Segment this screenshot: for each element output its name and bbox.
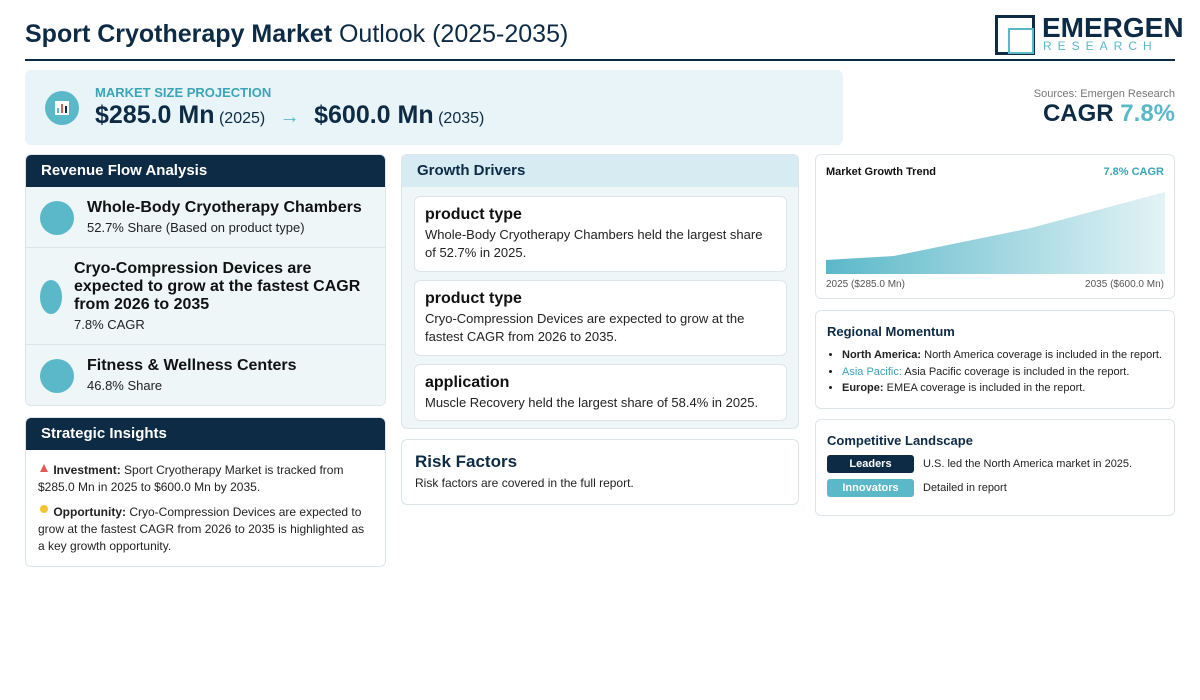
region-name: Asia Pacific: — [842, 365, 902, 378]
regional-title: Regional Momentum — [827, 324, 955, 339]
insights-card: Strategic Insights Investment: Sport Cry… — [25, 417, 386, 567]
item-title: Whole-Body Cryotherapy Chambers — [87, 199, 362, 216]
driver-heading: application — [425, 374, 510, 391]
logo-main: EMERGEN — [1042, 12, 1184, 43]
item-detail: 7.8% CAGR — [74, 317, 145, 332]
badge: Leaders — [827, 455, 914, 473]
risk-title: Risk Factors — [415, 452, 518, 471]
driver: product type Cryo-Compression Devices are… — [414, 280, 787, 356]
header-rule — [25, 59, 1175, 61]
insight: Investment: Sport Cryotherapy Market is … — [38, 462, 373, 496]
region: Europe: EMEA coverage is included in the… — [842, 380, 1162, 397]
title-bold: Sport Cryotherapy Market — [25, 20, 333, 48]
badge-text: U.S. led the North America market in 202… — [923, 458, 1133, 470]
driver-heading: product type — [425, 290, 522, 307]
item-title: Fitness & Wellness Centers — [87, 357, 297, 374]
flow-item: Fitness & Wellness Centers 46.8% Share — [26, 345, 385, 405]
driver-heading: product type — [425, 206, 522, 223]
projection-values: $285.0 Mn (2025) → $600.0 Mn (2035) — [95, 101, 484, 130]
revenue-flow-card: Revenue Flow Analysis Whole-Body Cryothe… — [25, 154, 386, 406]
drivers-card: Growth Drivers product type Whole-Body Cr… — [401, 154, 799, 429]
rocket-icon — [40, 464, 48, 472]
region: Asia Pacific: Asia Pacific coverage is i… — [842, 364, 1162, 381]
risk-text: Risk factors are covered in the full rep… — [415, 476, 634, 490]
icon — [40, 359, 74, 393]
insight-label: Opportunity: — [53, 505, 126, 519]
driver-text: Muscle Recovery held the largest share o… — [425, 395, 759, 410]
region-name: Europe: — [842, 382, 884, 394]
region-text: EMEA coverage is included in the report. — [886, 382, 1086, 394]
icon — [40, 201, 74, 235]
card-header: Strategic Insights — [26, 418, 385, 450]
start-value: $285.0 Mn — [95, 101, 215, 129]
regional-list: North America: North America coverage is… — [816, 347, 1162, 397]
icon-glyph — [55, 101, 69, 115]
regional-card: Regional Momentum North America: North A… — [815, 310, 1175, 409]
driver-text: Cryo-Compression Devices are expected to… — [425, 311, 745, 344]
trend-area — [826, 192, 1165, 274]
competitive-title: Competitive Landscape — [827, 433, 973, 448]
cagr: CAGR 7.8% — [1043, 100, 1175, 128]
badge: Innovators — [827, 479, 914, 497]
competitive-card: Competitive Landscape Leaders U.S. led t… — [815, 419, 1175, 516]
trend-start: 2025 ($285.0 Mn) — [826, 279, 905, 290]
cagr-label: CAGR — [1042, 100, 1114, 127]
driver: application Muscle Recovery held the larg… — [414, 364, 787, 421]
insight: Opportunity: Cryo-Compression Devices ar… — [38, 504, 373, 555]
cagr-value: 7.8% — [1120, 100, 1175, 127]
item-title: Cryo-Compression Devices are expected to… — [74, 260, 361, 313]
title-rest: Outlook (2025-2035) — [338, 20, 569, 48]
sources: Sources: Emergen Research — [1033, 88, 1175, 100]
flow-item: Whole-Body Cryotherapy Chambers 52.7% Sha… — [26, 187, 385, 248]
flow-item: Cryo-Compression Devices are expected to… — [26, 248, 385, 345]
end-value: $600.0 Mn — [314, 101, 434, 129]
chart-icon — [45, 91, 79, 125]
trend-title: Market Growth Trend — [826, 166, 937, 178]
region-text: North America coverage is included in th… — [924, 349, 1162, 361]
region-text: Asia Pacific coverage is included in the… — [904, 365, 1130, 378]
end-year: (2035) — [438, 110, 485, 127]
trend-card: Market Growth Trend 7.8% CAGR 2025 ($285… — [815, 154, 1175, 299]
start-year: (2025) — [218, 110, 266, 127]
page-title: Sport Cryotherapy Market Outlook (2025-2… — [25, 20, 568, 49]
risk-card: Risk Factors Risk factors are covered in… — [401, 439, 799, 505]
trend-end: 2035 ($600.0 Mn) — [1085, 279, 1164, 290]
logo-icon — [995, 15, 1035, 55]
region: North America: North America coverage is… — [842, 347, 1162, 364]
card-header: Revenue Flow Analysis — [26, 155, 385, 187]
card-header: Growth Drivers — [402, 155, 798, 187]
item-detail: 46.8% Share — [87, 378, 163, 393]
item-detail: 52.7% Share (Based on product type) — [87, 220, 305, 235]
projection-label: MARKET SIZE PROJECTION — [95, 85, 272, 100]
insight-text: Sport Cryotherapy Market is tracked from… — [38, 463, 344, 494]
bulb-icon — [40, 505, 48, 513]
badge-text: Detailed in report — [923, 482, 1007, 494]
driver-text: Whole-Body Cryotherapy Chambers held the… — [425, 227, 763, 260]
projection-box: MARKET SIZE PROJECTION $285.0 Mn (2025) … — [25, 70, 843, 145]
driver: product type Whole-Body Cryotherapy Chamb… — [414, 196, 787, 272]
region-name: North America: — [842, 349, 922, 361]
icon — [40, 280, 62, 314]
trend-badge: 7.8% CAGR — [1103, 166, 1164, 178]
insight-text: Cryo-Compression Devices are expected to… — [38, 505, 365, 553]
logo-sub: RESEARCH — [1043, 39, 1158, 53]
insight-label: Investment: — [53, 463, 121, 477]
arrow: → — [279, 106, 300, 128]
